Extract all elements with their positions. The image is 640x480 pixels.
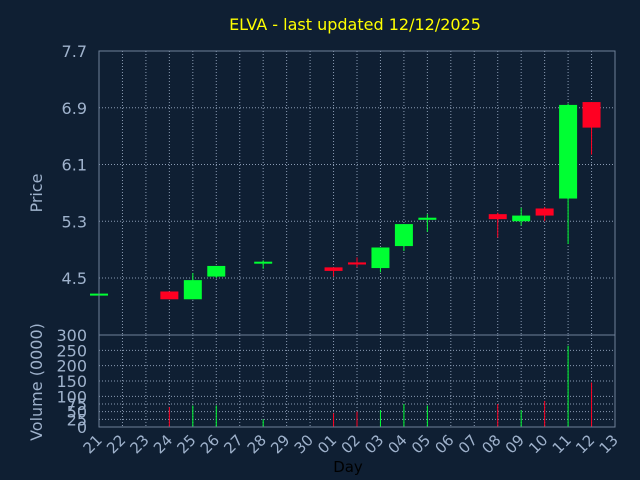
price-tick-label-5.3: 5.3 bbox=[62, 212, 87, 231]
volume-tick-label-200: 200 bbox=[56, 357, 87, 376]
price-tick-label-4.5: 4.5 bbox=[62, 269, 87, 288]
x-tick-label-24: 24 bbox=[150, 431, 176, 457]
volume-tick-label-50: 50 bbox=[67, 403, 87, 422]
x-tick-label-12: 12 bbox=[572, 431, 598, 457]
x-tick-label-07: 07 bbox=[455, 431, 481, 457]
price-tick-label-6.9: 6.9 bbox=[62, 99, 87, 118]
volume-tick-label-100: 100 bbox=[56, 387, 87, 406]
candle-body-03 bbox=[371, 247, 390, 269]
volume-panel-frame bbox=[98, 334, 616, 428]
price-grid bbox=[98, 50, 616, 335]
x-tick-label-11: 11 bbox=[549, 431, 575, 457]
candle-body-05 bbox=[418, 217, 437, 220]
x-tick-label-08: 08 bbox=[478, 431, 504, 457]
x-axis-label: Day bbox=[333, 458, 363, 476]
volume-tick-label-150: 150 bbox=[56, 372, 87, 391]
x-tick-label-13: 13 bbox=[596, 431, 622, 457]
volume-bars bbox=[168, 345, 593, 427]
volume-tick-label-300: 300 bbox=[56, 326, 87, 345]
x-tick-label-29: 29 bbox=[267, 431, 293, 457]
candle-body-10 bbox=[535, 208, 554, 216]
candle-body-24 bbox=[160, 291, 179, 300]
candle-body-04 bbox=[394, 224, 413, 247]
candle-body-08 bbox=[488, 214, 507, 220]
x-tick-label-30: 30 bbox=[291, 431, 317, 457]
volume-axis-label: Volume (0000) bbox=[27, 323, 46, 441]
x-tick-label-23: 23 bbox=[127, 431, 153, 457]
price-axis-label: Price bbox=[27, 173, 46, 212]
candle-body-09 bbox=[512, 215, 531, 222]
volume-tick-label-0: 0 bbox=[77, 418, 87, 437]
x-tick-label-10: 10 bbox=[525, 431, 551, 457]
x-tick-label-09: 09 bbox=[502, 431, 528, 457]
candle-body-12 bbox=[582, 102, 601, 128]
candle-body-11 bbox=[559, 104, 578, 199]
chart-title: ELVA - last updated 12/12/2025 bbox=[229, 15, 481, 34]
x-tick-label-04: 04 bbox=[385, 431, 411, 457]
candle-body-25 bbox=[183, 280, 202, 300]
x-tick-label-06: 06 bbox=[431, 431, 457, 457]
x-ticks: 2122232425262728293001020304050607080910… bbox=[80, 431, 622, 457]
price-y-ticks: 4.5 5.3 6.1 6.9 7.7 bbox=[62, 42, 87, 288]
volume-tick-label-25: 25 bbox=[67, 410, 87, 429]
price-tick-label-6.1: 6.1 bbox=[62, 156, 87, 175]
candle-body-02 bbox=[348, 262, 366, 265]
x-tick-label-02: 02 bbox=[338, 431, 364, 457]
price-tick-label-7.7: 7.7 bbox=[62, 42, 87, 61]
candle-body-01 bbox=[324, 267, 343, 271]
x-tick-label-22: 22 bbox=[103, 431, 129, 457]
x-tick-label-01: 01 bbox=[314, 431, 340, 457]
candle-body-26 bbox=[207, 265, 226, 277]
volume-tick-label-250: 250 bbox=[56, 341, 87, 360]
x-tick-label-26: 26 bbox=[197, 431, 223, 457]
candles bbox=[90, 102, 601, 300]
volume-tick-label-75: 75 bbox=[67, 395, 87, 414]
candle-body-28 bbox=[254, 261, 273, 264]
x-tick-label-05: 05 bbox=[408, 431, 434, 457]
x-tick-label-03: 03 bbox=[361, 431, 387, 457]
x-tick-label-25: 25 bbox=[173, 431, 199, 457]
x-tick-label-27: 27 bbox=[220, 431, 246, 457]
x-tick-label-28: 28 bbox=[244, 431, 270, 457]
